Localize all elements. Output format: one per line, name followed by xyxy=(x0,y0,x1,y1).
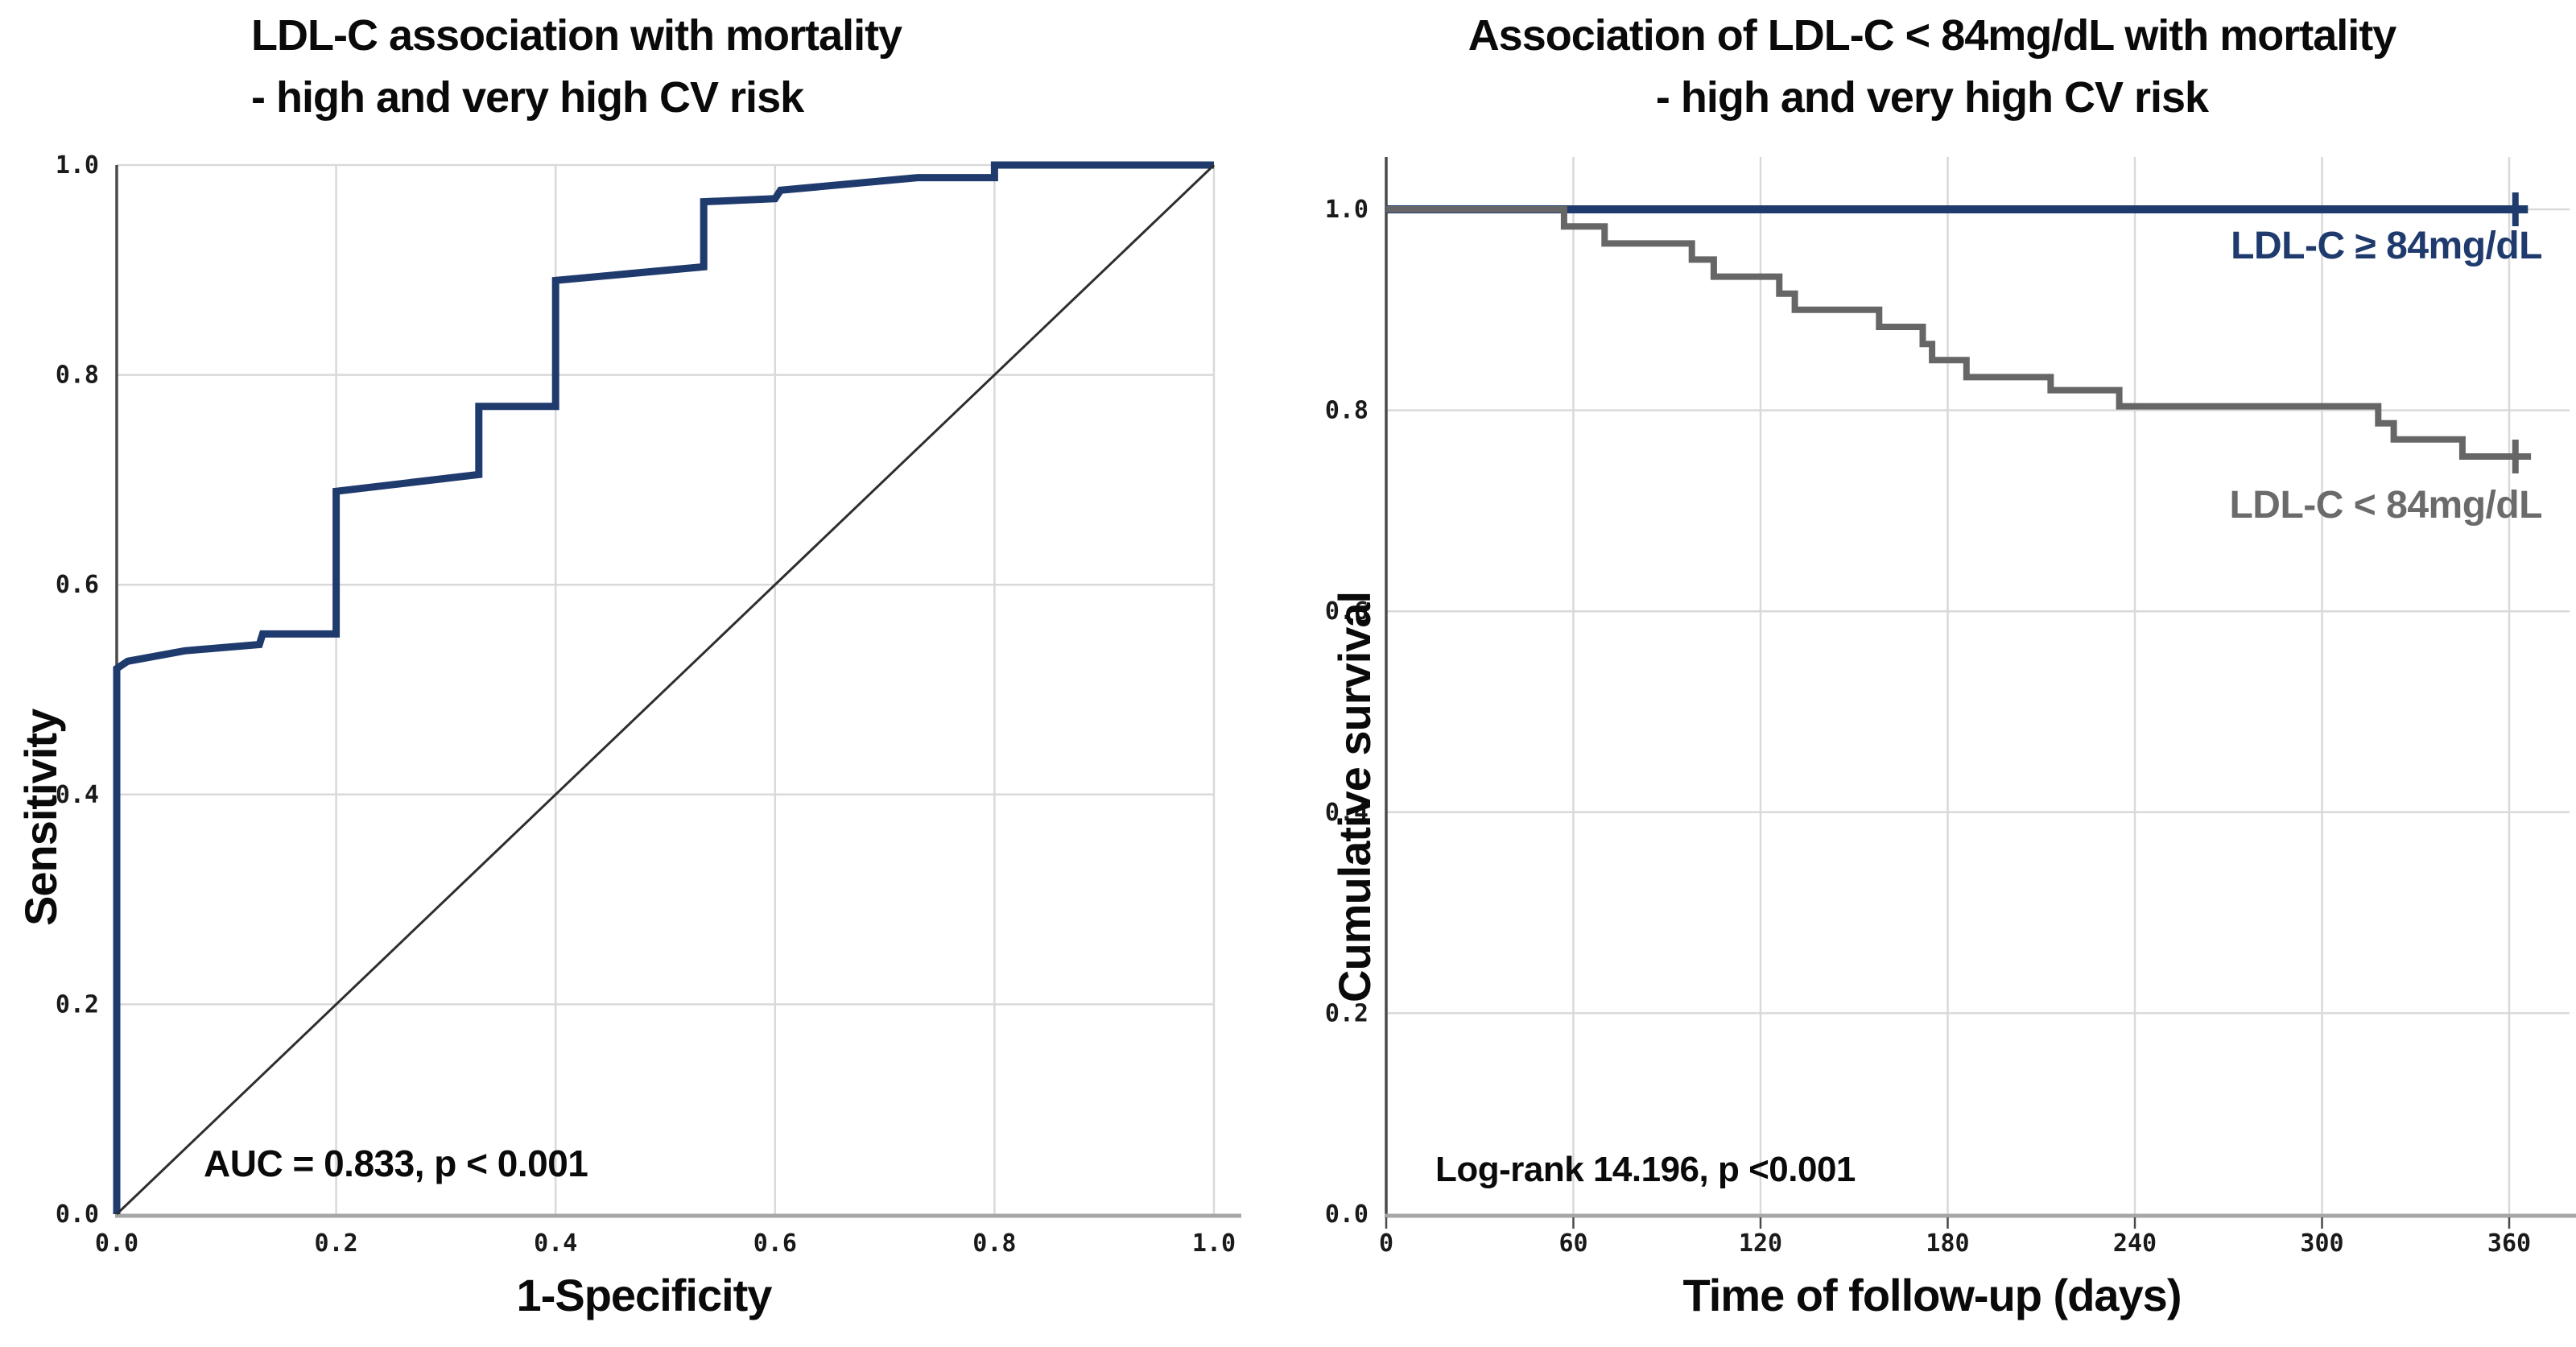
km-x-axis-title: Time of follow-up (days) xyxy=(1682,1270,2182,1320)
y-tick-label: 0.8 xyxy=(1325,397,1368,425)
y-tick-label: 0.8 xyxy=(56,362,99,390)
y-tick-label: 0.0 xyxy=(1325,1200,1368,1229)
roc-chart-title-line1: LDL-C association with mortality xyxy=(251,11,902,60)
y-tick-label: 0.4 xyxy=(1325,799,1368,827)
y-tick-label: 0.6 xyxy=(1325,597,1368,626)
x-tick-label: 0 xyxy=(1379,1229,1393,1258)
x-tick-label: 360 xyxy=(2487,1229,2531,1258)
x-tick-label: 0.6 xyxy=(753,1229,797,1258)
roc-y-axis-title: Sensitivity xyxy=(15,709,66,926)
roc-plot: 0.0 0.2 0.4 0.6 0.8 1.0 0.0 0.2 0.4 0.6 0.8 1.0 xyxy=(56,151,1241,1258)
y-tick-label: 1.0 xyxy=(56,151,99,180)
x-tick-label: 120 xyxy=(1739,1229,1782,1258)
series-line-reference-diagonal xyxy=(115,163,1216,1216)
x-tick-label: 1.0 xyxy=(1192,1229,1236,1258)
series-line-roc-curve xyxy=(113,161,1214,1214)
y-tick-label: 0.2 xyxy=(1325,999,1368,1027)
x-tick-label: 180 xyxy=(1926,1229,1969,1258)
y-tick-label: 0.2 xyxy=(56,990,99,1019)
x-tick-label: 300 xyxy=(2300,1229,2343,1258)
logrank-annotation: Log-rank 14.196, p <0.001 xyxy=(1435,1150,1856,1189)
y-tick-label: 0.0 xyxy=(56,1200,99,1229)
x-tick-label: 240 xyxy=(2113,1229,2157,1258)
km-chart-title-line2: - high and very high CV risk xyxy=(1655,72,2209,122)
series-line-ldl-c-84mg-dl xyxy=(1386,206,2532,460)
km-chart-title-line1: Association of LDL-C < 84mg/dL with mort… xyxy=(1468,11,2397,60)
roc-chart-title-line2: - high and very high CV risk xyxy=(251,72,804,122)
roc-x-axis-title: 1-Specificity xyxy=(516,1270,773,1320)
km-chart-title: Association of LDL-C < 84mg/dL with mort… xyxy=(1288,5,2576,128)
x-tick-label: 0.4 xyxy=(534,1229,577,1258)
y-tick-label: 0.4 xyxy=(56,781,99,809)
legend-label-ldl-high: LDL-C ≥ 84mg/dL xyxy=(2231,225,2542,267)
y-tick-label: 0.6 xyxy=(56,571,99,599)
x-tick-label: 60 xyxy=(1558,1229,1587,1258)
y-tick-label: 1.0 xyxy=(1325,196,1368,224)
km-y-axis-title: Cumulative survival xyxy=(1329,591,1380,1002)
kaplan-meier-plot: 0 60 120 180 240 300 360 0.0 0.2 0.4 0.6 0.8 1.0 xyxy=(1325,157,2576,1258)
x-tick-label: 0.8 xyxy=(972,1229,1016,1258)
auc-annotation: AUC = 0.833, p < 0.001 xyxy=(204,1142,588,1184)
x-tick-label: 0.2 xyxy=(315,1229,358,1258)
roc-chart-title: LDL-C association with mortality - high … xyxy=(251,5,902,128)
legend-label-ldl-low: LDL-C < 84mg/dL xyxy=(2229,484,2542,527)
x-tick-label: 0.0 xyxy=(95,1229,138,1258)
